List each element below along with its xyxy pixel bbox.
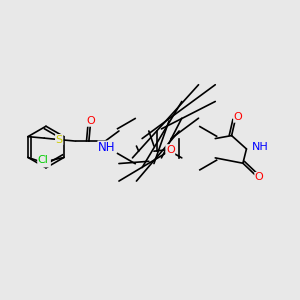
Text: Cl: Cl [40,157,50,167]
Text: NH: NH [98,141,116,154]
Text: O: O [166,145,175,155]
Text: O: O [86,116,95,126]
Text: S: S [56,135,63,145]
Text: O: O [234,112,242,122]
Text: O: O [255,172,264,182]
Text: Cl: Cl [38,155,49,165]
Text: NH: NH [252,142,268,152]
